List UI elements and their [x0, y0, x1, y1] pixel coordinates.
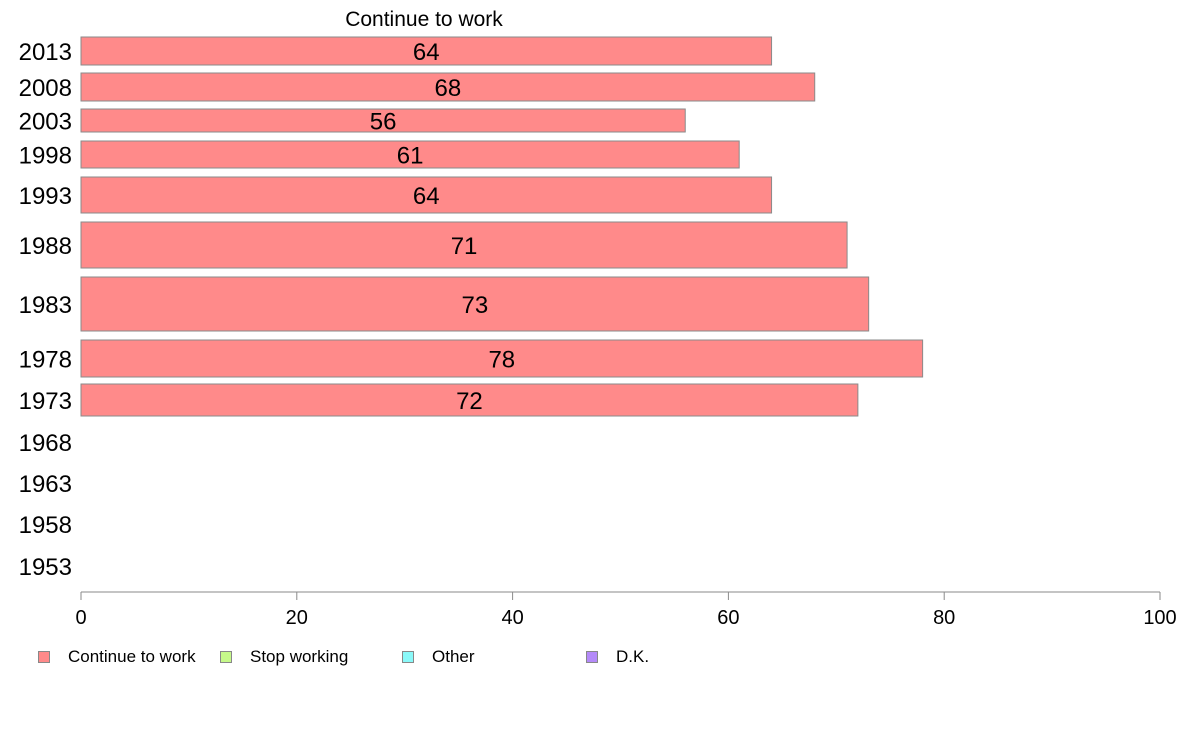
data-label-2013: 64 [413, 39, 440, 66]
y-tick-label-1958: 1958 [19, 512, 72, 539]
legend-swatch-stop-working [220, 651, 232, 663]
data-label-1998: 61 [397, 143, 424, 170]
data-label-2008: 68 [435, 75, 462, 102]
bar-1973 [80, 383, 859, 417]
x-tick-label-80: 80 [933, 607, 955, 629]
legend-label-stop-working: Stop working [250, 647, 349, 666]
year-labels: 2013 2008 2003 1998 1993 1988 1983 1978 1973 1968… [19, 39, 72, 581]
y-tick-label-1953: 1953 [19, 554, 72, 581]
chart-title: Continue to work [345, 8, 503, 31]
x-tick-label-60: 60 [717, 607, 739, 629]
x-tick-label-20: 20 [286, 607, 308, 629]
legend-item-stop-working: Stop working [220, 646, 348, 668]
bar-1978 [80, 339, 924, 378]
y-tick-label-2013: 2013 [19, 39, 72, 66]
legend-swatch-dk [586, 651, 598, 663]
legend-item-other: Other [402, 646, 475, 668]
y-tick-label-2003: 2003 [19, 109, 72, 136]
legend-item-dk: D.K. [586, 646, 649, 668]
legend-label-continue-to-work: Continue to work [68, 647, 196, 666]
bar-chart: Continue to work 2013 2008 2003 1998 1993 198… [19, 8, 1177, 629]
bar-1983 [80, 276, 870, 332]
data-label-1973: 72 [456, 388, 483, 415]
legend-swatch-other [402, 651, 414, 663]
y-tick-label-1998: 1998 [19, 143, 72, 170]
x-tick-label-0: 0 [75, 607, 86, 629]
bar-2013 [80, 36, 773, 66]
bar-2003 [80, 108, 686, 133]
data-label-1988: 71 [451, 233, 478, 260]
bar-2008 [80, 72, 816, 102]
data-label-1978: 78 [488, 347, 515, 374]
legend-label-dk: D.K. [616, 647, 650, 666]
bar-1998 [80, 140, 740, 169]
y-tick-label-1978: 1978 [19, 347, 72, 374]
y-tick-label-1988: 1988 [19, 233, 72, 260]
y-tick-label-1973: 1973 [19, 388, 72, 415]
y-tick-label-1993: 1993 [19, 183, 72, 210]
x-tick-label-100: 100 [1143, 607, 1176, 629]
legend-item-continue-to-work: Continue to work [38, 646, 196, 668]
legend-swatch-continue-to-work [38, 651, 50, 663]
x-tick-label-40: 40 [501, 607, 523, 629]
data-label-2003: 56 [370, 109, 397, 136]
bar-1993 [80, 176, 773, 214]
data-label-1983: 73 [461, 292, 488, 319]
legend-label-other: Other [432, 647, 475, 666]
legend: Continue to work Stop working Other D.K. [38, 646, 738, 668]
data-label-1993: 64 [413, 183, 440, 210]
x-axis: 0 20 40 60 80 100 [75, 591, 1177, 629]
y-tick-label-1963: 1963 [19, 471, 72, 498]
y-tick-label-1983: 1983 [19, 292, 72, 319]
y-tick-label-1968: 1968 [19, 430, 72, 457]
bar-1988 [80, 221, 848, 269]
y-tick-label-2008: 2008 [19, 75, 72, 102]
